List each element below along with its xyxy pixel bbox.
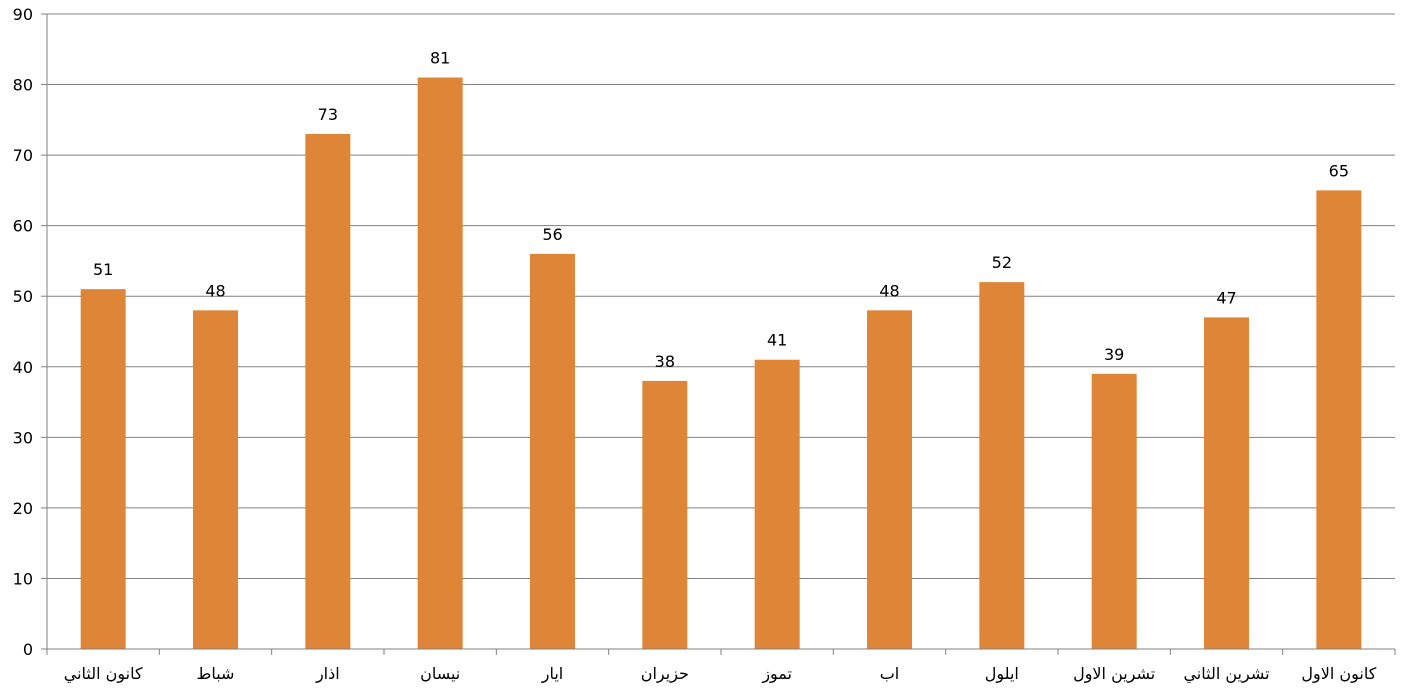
bar xyxy=(305,133,351,649)
x-tick-label: نيسان xyxy=(420,664,460,683)
gridlines xyxy=(47,13,1395,579)
bar xyxy=(530,253,575,649)
x-tick-label: حزيران xyxy=(641,664,689,684)
bar xyxy=(193,310,238,649)
bars: 51 48 73 81 56 38 41 48 52 39 47 65 xyxy=(80,49,1362,649)
data-label: 48 xyxy=(205,281,225,300)
x-tick-label: اذار xyxy=(315,664,340,684)
y-tick-label: 20 xyxy=(13,499,33,518)
bar xyxy=(1204,317,1249,649)
bar xyxy=(1091,373,1137,649)
x-tick-label: تموز xyxy=(761,664,792,684)
y-tick-label: 90 xyxy=(13,5,33,24)
bar xyxy=(80,289,126,649)
x-tick-label: كانون الاول xyxy=(1301,664,1376,684)
data-label: 51 xyxy=(93,260,113,279)
bar xyxy=(1316,190,1362,649)
x-tick-label: ايار xyxy=(541,664,564,684)
y-axis: 0 10 20 30 40 50 60 70 80 90 xyxy=(13,5,48,659)
x-tick-label: ايلول xyxy=(985,664,1019,684)
data-label: 81 xyxy=(430,49,450,68)
x-tick-label: اب xyxy=(880,664,900,683)
y-tick-label: 70 xyxy=(13,146,33,165)
y-tick-label: 0 xyxy=(23,640,33,659)
data-label: 73 xyxy=(318,105,338,124)
bar xyxy=(867,310,912,649)
data-label: 41 xyxy=(767,331,787,350)
y-tick-label: 80 xyxy=(13,76,33,95)
data-label: 65 xyxy=(1329,161,1349,180)
y-tick-label: 60 xyxy=(13,217,33,236)
y-tick-label: 30 xyxy=(13,428,33,447)
data-label: 52 xyxy=(992,253,1012,272)
bar xyxy=(642,380,688,649)
x-tick-label: شباط xyxy=(197,664,235,683)
y-tick-label: 50 xyxy=(13,287,33,306)
data-label: 39 xyxy=(1104,345,1124,364)
data-label: 38 xyxy=(655,352,675,371)
bar xyxy=(417,77,463,649)
bar xyxy=(979,282,1025,649)
data-label: 48 xyxy=(879,281,899,300)
data-label: 56 xyxy=(542,225,562,244)
x-tick-label: تشرين الثاني xyxy=(1183,664,1269,684)
y-tick-label: 40 xyxy=(13,358,33,377)
x-tick-label: تشرين الاول xyxy=(1073,664,1155,684)
y-tick-label: 10 xyxy=(13,569,33,588)
data-label: 47 xyxy=(1216,288,1236,307)
x-axis: كانون الثاني شباط اذار نيسان ايار حزيران تموز ا… xyxy=(46,648,1396,684)
x-tick-label: كانون الثاني xyxy=(64,664,143,684)
bar xyxy=(754,359,800,649)
